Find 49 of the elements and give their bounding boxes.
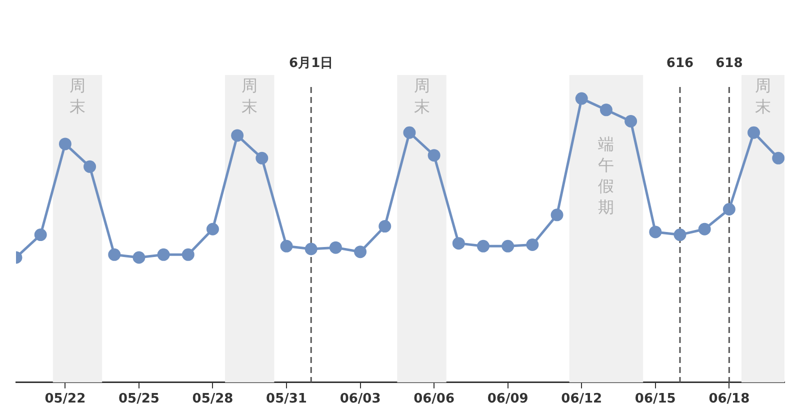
point — [58, 138, 72, 150]
point — [526, 238, 539, 251]
point — [182, 248, 194, 261]
point — [108, 248, 121, 261]
x-tick-label: 06/18 — [708, 392, 750, 407]
x-tick-label: 05/31 — [266, 392, 307, 407]
ref-line-label: 6月1日 — [289, 56, 334, 71]
point — [378, 220, 392, 233]
point — [231, 129, 244, 142]
point — [624, 115, 638, 128]
point — [354, 246, 367, 258]
point — [428, 149, 440, 162]
point — [157, 248, 170, 261]
point — [600, 104, 612, 116]
x-tick-label: 06/09 — [487, 392, 528, 407]
point — [256, 152, 268, 164]
point — [550, 208, 564, 222]
point — [748, 126, 760, 139]
point — [698, 222, 711, 236]
point — [206, 222, 219, 236]
band-label: 周末 — [69, 76, 86, 116]
x-tick-label: 05/25 — [118, 392, 160, 407]
point — [84, 160, 96, 173]
band-label: 周末 — [754, 76, 771, 116]
point — [304, 242, 318, 256]
point — [280, 240, 293, 252]
point — [649, 226, 662, 238]
x-tick-label: 05/28 — [192, 392, 234, 407]
band-label: 周末 — [414, 76, 430, 116]
point — [722, 203, 736, 216]
ref-line-label: 618 — [716, 56, 743, 71]
point — [403, 126, 416, 139]
point — [132, 251, 146, 264]
x-tick-label: 06/15 — [634, 392, 676, 407]
x-tick-label: 06/03 — [340, 392, 381, 407]
point — [34, 228, 47, 242]
point — [477, 240, 490, 252]
point — [772, 152, 784, 164]
point — [502, 240, 514, 252]
x-tick-label: 06/06 — [414, 392, 455, 407]
x-tick-label: 05/22 — [44, 392, 86, 407]
x-tick-label: 06/12 — [561, 392, 602, 407]
point — [452, 237, 465, 250]
ref-line-label: 616 — [666, 56, 694, 71]
point — [674, 228, 686, 242]
band-label: 端午假期 — [598, 134, 614, 216]
band-label: 周末 — [242, 76, 258, 116]
point — [329, 241, 342, 254]
point — [575, 92, 588, 105]
